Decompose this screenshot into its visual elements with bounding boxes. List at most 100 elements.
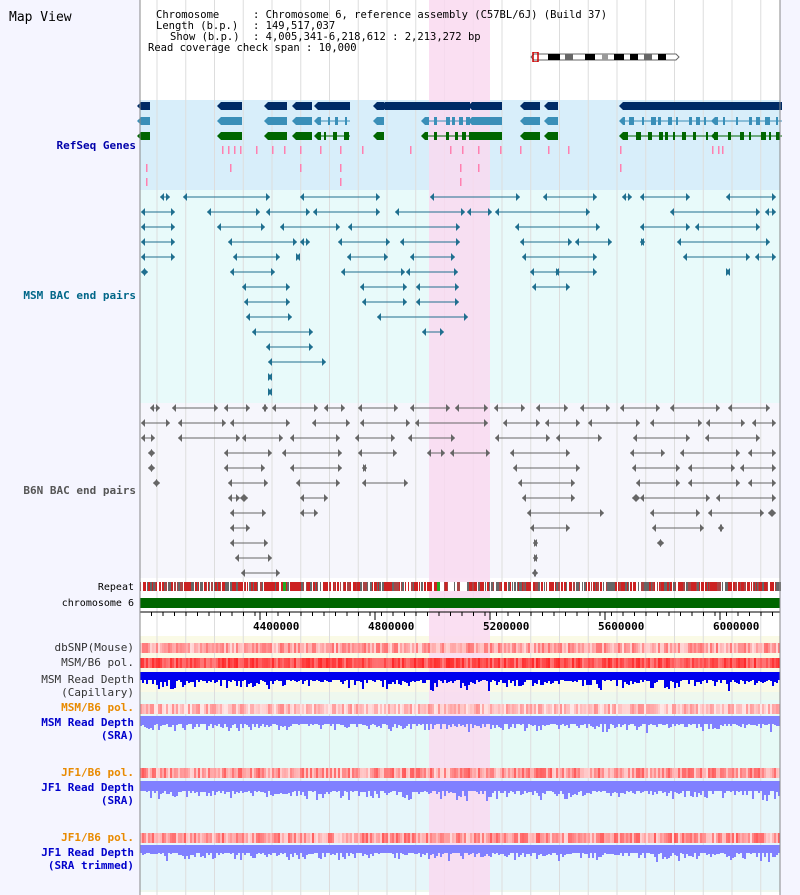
msm-pol-heat bbox=[416, 658, 418, 668]
jf1-pol-heat bbox=[728, 768, 730, 778]
dbsnp-heat bbox=[452, 643, 454, 653]
jf1-pol2-heat bbox=[324, 833, 326, 843]
jf1-depth-trimmed bbox=[768, 853, 770, 862]
msm-pol2-heat bbox=[278, 704, 280, 714]
jf1-pol-heat bbox=[488, 768, 490, 778]
msm-depth-sra bbox=[684, 724, 686, 727]
msm-pol2-heat bbox=[618, 704, 620, 714]
dbsnp-heat bbox=[470, 643, 472, 653]
msm-pol-heat bbox=[768, 658, 770, 668]
msm-pol-heat bbox=[430, 658, 432, 668]
track-label-dbsnp[interactable]: dbSNP(Mouse) bbox=[54, 641, 134, 654]
jf1-depth-sra bbox=[776, 791, 778, 792]
bac-end-left bbox=[377, 313, 381, 321]
msm-pol-heat bbox=[454, 658, 456, 668]
jf1-depth-sra bbox=[676, 791, 678, 793]
msm-pol2-heat bbox=[246, 704, 248, 714]
jf1-pol-heat bbox=[742, 768, 744, 778]
jf1-pol2-heat bbox=[222, 833, 224, 843]
msm-pol-heat bbox=[622, 658, 624, 668]
gene-strand-arrow bbox=[381, 102, 385, 110]
gene-exon bbox=[642, 117, 644, 125]
chromosome-ideogram[interactable] bbox=[530, 52, 680, 62]
msm-pol-heat bbox=[542, 658, 544, 668]
repeat-element bbox=[552, 582, 554, 591]
msm-depth-sra bbox=[472, 724, 474, 728]
dbsnp-heat bbox=[664, 643, 666, 653]
track-label-msm-depth-cap-1[interactable]: MSM Read Depth bbox=[41, 673, 134, 686]
msm-pol-heat bbox=[556, 658, 558, 668]
msm-pol-heat bbox=[668, 658, 670, 668]
track-label-repeat[interactable]: Repeat bbox=[97, 582, 134, 593]
track-label-jf1-b6-pol-2[interactable]: JF1/B6 pol. bbox=[61, 831, 134, 844]
jf1-depth-sra bbox=[420, 791, 422, 792]
msm-pol-heat bbox=[148, 658, 150, 668]
gene-strand-arrow bbox=[217, 132, 221, 140]
bac-end-right bbox=[401, 268, 405, 276]
bac-end-right bbox=[279, 434, 283, 442]
bac-end-left bbox=[280, 223, 284, 231]
bac-end-right bbox=[264, 479, 268, 487]
track-label-jf1-depth-sra-1[interactable]: JF1 Read Depth bbox=[41, 781, 134, 794]
repeat-element bbox=[496, 582, 499, 591]
repeat-element bbox=[357, 582, 360, 591]
dbsnp-heat bbox=[384, 643, 386, 653]
jf1-depth-sra bbox=[262, 791, 264, 792]
msm-pol2-heat bbox=[442, 704, 444, 714]
msm-pol2-heat bbox=[326, 704, 328, 714]
jf1-pol-heat bbox=[548, 768, 550, 778]
repeat-element bbox=[251, 582, 252, 591]
msm-pol2-heat bbox=[342, 704, 344, 714]
dbsnp-heat bbox=[576, 643, 578, 653]
jf1-depth-trimmed bbox=[540, 853, 542, 854]
msm-pol-heat bbox=[688, 658, 690, 668]
msm-depth-capillary bbox=[416, 680, 418, 681]
msm-depth-sra bbox=[410, 724, 412, 729]
bac-end-left bbox=[207, 208, 211, 216]
track-label-chromosome[interactable]: chromosome 6 bbox=[61, 598, 134, 609]
msm-pol-heat bbox=[540, 658, 542, 668]
dbsnp-heat bbox=[588, 643, 590, 653]
dbsnp-heat bbox=[594, 643, 596, 653]
msm-pol-heat bbox=[706, 658, 708, 668]
msm-pol-heat bbox=[212, 658, 214, 668]
jf1-pol-heat bbox=[328, 768, 330, 778]
track-label-msm-depth-sra-1[interactable]: MSM Read Depth bbox=[41, 716, 134, 729]
jf1-pol2-heat bbox=[728, 833, 730, 843]
repeat-element bbox=[651, 582, 652, 591]
jf1-depth-trimmed bbox=[306, 853, 308, 855]
bac-end-right bbox=[322, 358, 326, 366]
show-key: Show (b.p.) bbox=[170, 31, 240, 43]
jf1-pol-heat bbox=[174, 768, 176, 778]
msm-depth-capillary bbox=[624, 680, 626, 682]
track-label-msm-b6-pol[interactable]: MSM/B6 pol. bbox=[61, 656, 134, 669]
msm-depth-capillary bbox=[180, 680, 182, 682]
msm-depth-sra bbox=[502, 724, 504, 730]
jf1-pol-heat bbox=[668, 768, 670, 778]
gene-block bbox=[377, 117, 384, 125]
msm-pol-heat bbox=[346, 658, 348, 668]
jf1-pol-heat bbox=[538, 768, 540, 778]
track-label-jf1-b6-pol-1[interactable]: JF1/B6 pol. bbox=[61, 766, 134, 779]
repeat-element bbox=[612, 582, 615, 591]
jf1-depth-sra bbox=[246, 791, 248, 792]
jf1-pol-heat bbox=[628, 768, 630, 778]
repeat-element bbox=[558, 582, 560, 591]
bac-end-right bbox=[244, 494, 248, 502]
msm-pol-heat bbox=[208, 658, 210, 668]
track-label-msm-bac[interactable]: MSM BAC end pairs bbox=[23, 289, 136, 302]
jf1-pol2-heat bbox=[632, 833, 634, 843]
jf1-depth-trimmed bbox=[600, 853, 602, 857]
jf1-pol2-heat bbox=[696, 833, 698, 843]
bac-end-left bbox=[532, 283, 536, 291]
track-label-refseq-genes[interactable]: RefSeq Genes bbox=[56, 139, 136, 152]
jf1-pol2-heat bbox=[528, 833, 530, 843]
track-label-msm-b6-pol-2[interactable]: MSM/B6 pol. bbox=[61, 701, 134, 714]
bac-end-right bbox=[166, 193, 170, 201]
repeat-element bbox=[541, 582, 543, 591]
msm-pol-heat bbox=[258, 658, 260, 668]
jf1-pol2-heat bbox=[302, 833, 304, 843]
track-label-b6n-bac[interactable]: B6N BAC end pairs bbox=[23, 484, 136, 497]
track-label-jf1-depth-trim-1[interactable]: JF1 Read Depth bbox=[41, 846, 134, 859]
